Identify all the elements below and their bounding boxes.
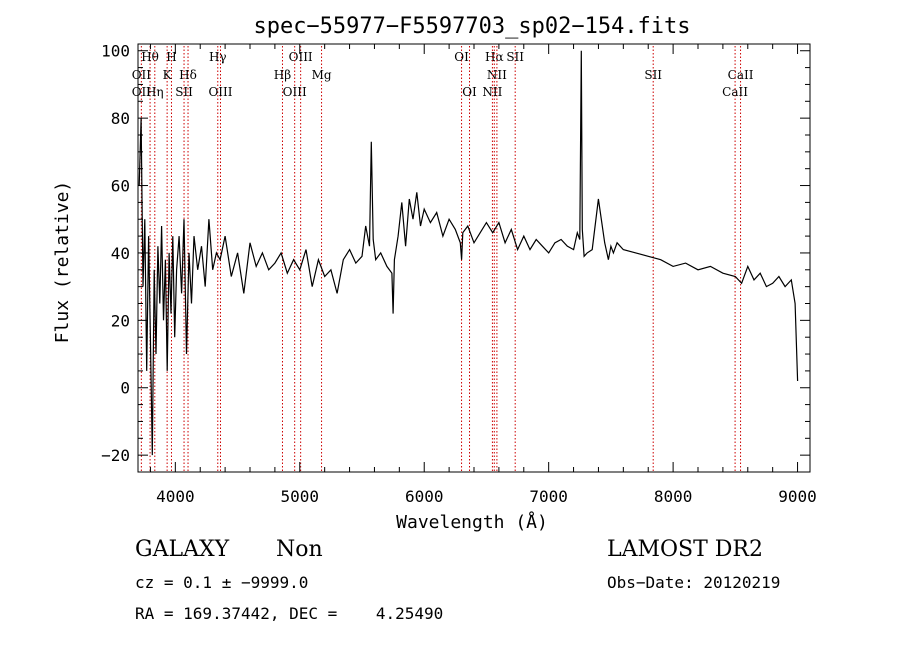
line-marker-label: OII: [132, 68, 152, 82]
line-marker-label: Mg: [312, 68, 332, 82]
x-tick-label: 7000: [529, 487, 568, 506]
line-marker-label: SII: [644, 68, 662, 82]
y-tick-label: −20: [101, 446, 130, 465]
x-axis-ticks: 4000 5000 6000 7000 8000 9000: [149, 44, 817, 506]
line-marker-label: Hη: [146, 85, 164, 99]
line-marker-label: NII: [482, 85, 502, 99]
y-axis-ticks: −20 0 20 40 60 80 100: [101, 42, 810, 473]
y-tick-label: 80: [111, 109, 130, 128]
line-marker-label: Hγ: [209, 50, 227, 64]
observation-date: Obs−Date: 20120219: [607, 573, 781, 592]
y-tick-label: 20: [111, 311, 130, 330]
line-marker-label: Hθ: [141, 50, 159, 64]
line-marker-label: OIII: [289, 50, 313, 64]
line-marker-label: Hβ: [274, 68, 291, 82]
redshift-readout: cz = 0.1 ± −9999.0: [135, 573, 309, 592]
line-marker-label: NII: [487, 68, 507, 82]
line-marker-label: K: [163, 68, 173, 82]
line-marker-label: H: [166, 50, 176, 64]
y-tick-label: 0: [120, 379, 130, 398]
sky-coordinates: RA = 169.37442, DEC = 4.25490: [135, 604, 444, 623]
y-tick-label: 100: [101, 42, 130, 61]
line-marker-label: OII: [132, 85, 152, 99]
survey-name: LAMOST DR2: [607, 537, 763, 562]
line-marker-label: OI: [454, 50, 469, 64]
x-axis-label: Wavelength (Å): [396, 511, 548, 533]
line-marker-label: OI: [462, 85, 477, 99]
line-marker-label: OIII: [283, 85, 307, 99]
object-subclass: Non: [276, 537, 323, 562]
x-tick-label: 8000: [654, 487, 693, 506]
line-marker-label: SII: [175, 85, 193, 99]
object-class: GALAXY: [135, 537, 230, 562]
spectrum-series-line: [138, 50, 799, 456]
line-marker-label: Hα: [485, 50, 504, 64]
line-marker-label: CaII: [728, 68, 754, 82]
y-tick-label: 60: [111, 177, 130, 196]
x-tick-label: 6000: [405, 487, 444, 506]
line-marker-label: SII: [506, 50, 524, 64]
y-axis-label: Flux (relative): [52, 181, 73, 344]
x-tick-label: 5000: [281, 487, 320, 506]
x-tick-label: 4000: [156, 487, 195, 506]
y-tick-label: 40: [111, 244, 130, 263]
line-marker-label: Hδ: [179, 68, 197, 82]
line-marker-label: CaII: [722, 85, 748, 99]
chart-title: spec−55977−F5597703_sp02−154.fits: [253, 14, 690, 39]
line-marker-label: OIII: [208, 85, 232, 99]
x-tick-label: 9000: [778, 487, 817, 506]
